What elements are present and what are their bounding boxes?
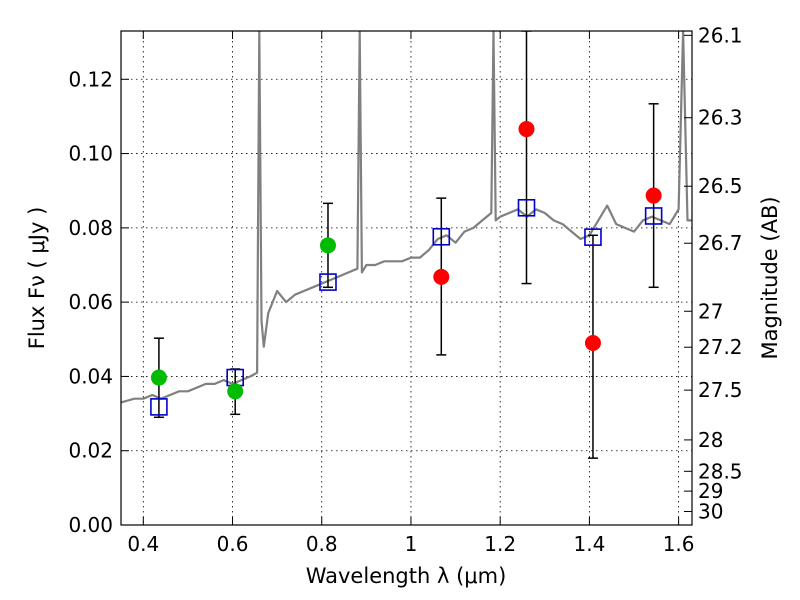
model-square-point bbox=[319, 273, 337, 291]
x-tick-label: 0.8 bbox=[306, 532, 338, 556]
model-square-point bbox=[432, 227, 451, 246]
x-tick-label: 1 bbox=[405, 532, 418, 556]
red-data-point bbox=[645, 187, 662, 204]
y2-tick-label: 29 bbox=[698, 479, 723, 503]
x-axis-title: Wavelength λ (μm) bbox=[306, 564, 507, 588]
y-tick-label: 0.02 bbox=[68, 439, 113, 463]
model-square-point bbox=[584, 228, 602, 246]
model-square-point bbox=[517, 199, 536, 217]
y-tick-label: 0.06 bbox=[68, 290, 113, 314]
y2-tick-label: 28 bbox=[698, 428, 723, 452]
y2-tick-label: 30 bbox=[698, 500, 723, 524]
x-tick-label: 0.4 bbox=[127, 532, 159, 556]
red-data-point bbox=[433, 268, 450, 285]
x-tick-label: 1.2 bbox=[484, 532, 516, 556]
y2-tick-label: 27 bbox=[698, 299, 723, 323]
y2-tick-label: 26.5 bbox=[698, 174, 743, 198]
y-tick-label: 0.04 bbox=[68, 364, 113, 388]
y2-tick-label: 26.7 bbox=[698, 231, 743, 255]
spectrum-line bbox=[121, 31, 692, 404]
y-tick-label: 0.12 bbox=[68, 67, 113, 91]
y-tick-label: 0.08 bbox=[68, 216, 113, 240]
model-square-point bbox=[150, 398, 168, 416]
y2-tick-label: 26.1 bbox=[698, 23, 743, 47]
y-tick-label: 0.10 bbox=[68, 142, 113, 166]
axis-ticks: 0.4 0.6 0.8 1 1.2 1.4 1.6 0.00 0.02 0.04 0.06 0.08 0… bbox=[68, 23, 742, 556]
green-data-point bbox=[319, 237, 336, 254]
x-tick-label: 1.6 bbox=[663, 532, 695, 556]
y2-tick-label: 27.2 bbox=[698, 335, 743, 359]
y-axis-title: Flux Fν ( μJy ) bbox=[25, 207, 49, 350]
x-tick-label: 0.6 bbox=[217, 532, 249, 556]
plot-frame bbox=[120, 30, 693, 526]
grid-lines bbox=[121, 31, 692, 525]
model-square-point bbox=[644, 207, 663, 225]
y2-tick-label: 28.5 bbox=[698, 459, 743, 483]
y2-tick-label: 27.5 bbox=[698, 378, 743, 402]
x-tick-label: 1.4 bbox=[573, 532, 605, 556]
y-tick-label: 0.00 bbox=[68, 513, 113, 537]
plot-area bbox=[121, 31, 692, 459]
green-data-point bbox=[227, 383, 244, 400]
y2-axis-title: Magnitude (AB) bbox=[758, 196, 782, 359]
y2-tick-label: 26.3 bbox=[698, 106, 743, 130]
red-data-point bbox=[584, 335, 601, 351]
red-data-point bbox=[518, 121, 535, 138]
green-data-point bbox=[150, 369, 167, 386]
